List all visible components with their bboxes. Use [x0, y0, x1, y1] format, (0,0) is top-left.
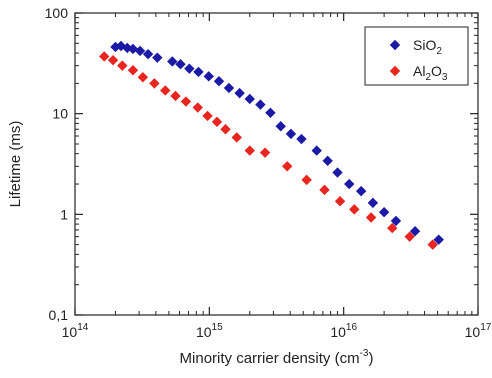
x-axis-label-sup: -3	[360, 348, 369, 359]
data-point	[202, 110, 213, 122]
data-point	[285, 128, 297, 140]
legend-label-part: SiO	[413, 37, 436, 53]
data-point	[365, 212, 377, 223]
data-point	[322, 155, 333, 167]
data-point	[193, 66, 204, 78]
data-point	[259, 147, 271, 158]
data-point	[127, 65, 139, 76]
data-point	[344, 178, 355, 190]
x-tick-label: 1014	[62, 322, 89, 340]
data-point	[387, 222, 398, 234]
x-tick-base: 10	[62, 324, 78, 340]
data-point	[192, 102, 203, 113]
data-point	[275, 121, 286, 132]
x-tick-exponent: 15	[212, 322, 224, 333]
legend-label-part: 2	[436, 46, 442, 57]
data-point	[211, 116, 223, 128]
data-point	[378, 207, 390, 218]
data-point	[244, 145, 255, 156]
y-tick-label: 10	[52, 106, 68, 122]
data-point	[255, 99, 266, 110]
data-point	[231, 132, 242, 143]
data-point	[220, 124, 231, 135]
data-point	[223, 82, 235, 94]
data-point	[311, 145, 322, 156]
data-point	[355, 185, 367, 197]
legend-label-part: O	[431, 63, 442, 79]
x-axis-label-tail: )	[368, 350, 373, 367]
data-point	[301, 174, 312, 186]
data-point	[203, 71, 214, 82]
data-point	[334, 196, 346, 207]
data-point	[99, 51, 110, 62]
legend-marker	[389, 65, 401, 77]
data-point	[433, 234, 444, 245]
data-point	[117, 60, 128, 71]
data-point	[265, 107, 276, 119]
data-point	[319, 184, 330, 196]
data-point	[137, 72, 149, 83]
x-tick-label: 1015	[196, 322, 223, 340]
data-point	[142, 48, 154, 60]
y-tick-label: 100	[45, 5, 69, 21]
legend-label-part: Al	[413, 63, 425, 79]
data-point	[427, 239, 438, 250]
legend-label-part: 2	[425, 72, 431, 83]
data-point	[367, 197, 379, 209]
data-point	[175, 59, 186, 70]
data-point	[296, 133, 307, 145]
x-tick-base: 10	[196, 324, 212, 340]
x-tick-exponent: 17	[480, 322, 492, 333]
data-point	[404, 231, 415, 242]
data-point	[244, 93, 255, 105]
legend-label: Al2O3	[413, 63, 448, 83]
data-point	[390, 215, 402, 227]
data-point	[107, 54, 119, 66]
data-point	[134, 45, 146, 57]
series-al2o3	[99, 51, 438, 250]
y-axis-label: Lifetime (ms)	[7, 121, 24, 208]
legend-box	[364, 26, 469, 86]
data-point	[149, 78, 160, 89]
x-tick-base: 10	[330, 324, 346, 340]
data-point	[115, 40, 127, 52]
y-tick-label: 1	[60, 206, 68, 222]
plot-frame	[74, 12, 479, 316]
x-axis-label-main: Minority carrier density (cm	[180, 350, 360, 367]
data-point	[170, 90, 181, 102]
x-tick-base: 10	[465, 324, 481, 340]
data-point	[409, 225, 421, 237]
data-point	[152, 52, 163, 63]
data-point	[213, 76, 225, 87]
data-point	[180, 96, 192, 107]
data-point	[160, 85, 171, 96]
series-sio2	[110, 40, 444, 245]
data-point	[167, 56, 178, 67]
legend-marker	[389, 39, 401, 51]
legend-label: SiO2	[413, 37, 442, 57]
data-point	[349, 204, 360, 215]
x-tick-label: 1016	[330, 322, 357, 340]
x-tick-label: 1017	[465, 322, 492, 340]
x-tick-exponent: 16	[346, 322, 358, 333]
x-tick-exponent: 14	[77, 322, 89, 333]
legend-label-part: 3	[442, 72, 448, 83]
data-point	[184, 63, 195, 74]
data-point	[332, 167, 343, 178]
data-point	[234, 87, 245, 99]
x-axis-label: Minority carrier density (cm-3)	[180, 348, 374, 367]
data-point	[282, 161, 293, 172]
y-tick-label: 0,1	[49, 307, 69, 323]
